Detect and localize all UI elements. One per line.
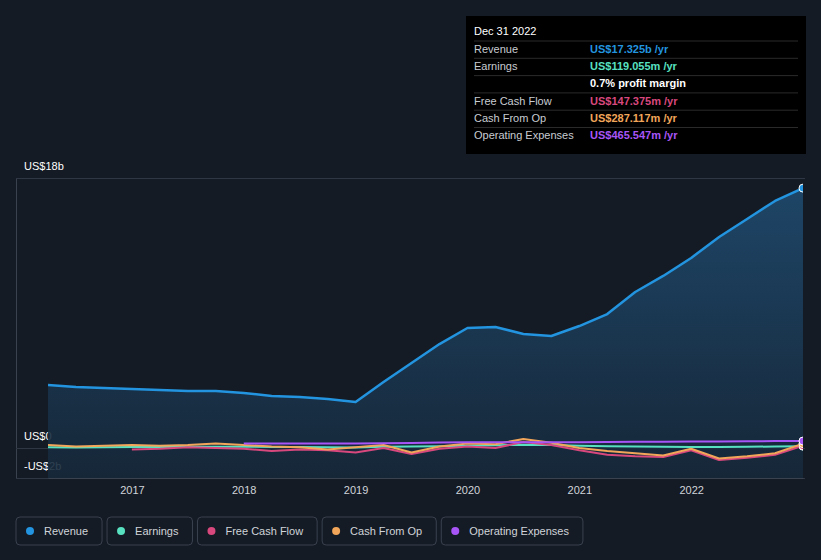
tooltip-label: Cash From Op — [474, 112, 546, 124]
x-tick: 2019 — [344, 478, 368, 496]
tooltip-separator — [474, 41, 798, 42]
tooltip-value: US$465.547m /yr — [590, 129, 678, 141]
series-line — [244, 441, 803, 443]
tooltip-value: US$287.117m /yr — [590, 112, 678, 124]
tooltip: Dec 31 2022 Revenue US$17.325b /yr Earnings… — [466, 16, 806, 154]
tooltip-separator — [474, 75, 798, 76]
chart-root: -US$2bUS$0US$18b201720182019202020212022… — [0, 0, 821, 560]
y-axis-line — [16, 179, 17, 479]
tooltip-value: US$17.325b /yr — [590, 43, 669, 55]
x-tick-label: 2021 — [568, 484, 592, 496]
tooltip-label: Revenue — [474, 43, 518, 55]
tooltip-value: US$147.375m /yr — [590, 95, 678, 107]
x-tick-label: 2018 — [232, 484, 256, 496]
tooltip-label: Earnings — [474, 60, 518, 72]
legend-item[interactable]: Earnings — [107, 517, 192, 545]
tooltip-title: Dec 31 2022 — [474, 25, 536, 37]
legend: Revenue Earnings Free Cash Flow Cash From O… — [16, 517, 583, 545]
y-tick-label: US$18b — [24, 160, 64, 172]
legend-button[interactable] — [16, 517, 102, 545]
series-line — [48, 439, 803, 459]
legend-item[interactable]: Revenue — [16, 517, 102, 545]
legend-item[interactable]: Cash From Op — [322, 517, 436, 545]
x-tick: 2020 — [456, 478, 480, 496]
y-tick: US$18b — [16, 160, 805, 178]
legend-label: Revenue — [44, 525, 88, 537]
legend-label: Operating Expenses — [469, 525, 569, 537]
grid-line — [16, 478, 805, 479]
legend-button[interactable] — [197, 517, 317, 545]
legend-swatch — [332, 527, 340, 535]
legend-button[interactable] — [441, 517, 583, 545]
x-tick: 2021 — [568, 478, 592, 496]
series-end-point — [799, 184, 803, 192]
x-tick-label: 2017 — [120, 484, 144, 496]
x-tick-label: 2020 — [456, 484, 480, 496]
y-axis: -US$2bUS$0US$18b — [16, 160, 805, 478]
x-tick-label: 2022 — [679, 484, 703, 496]
tooltip-separator — [474, 92, 798, 93]
tooltip-background — [466, 16, 806, 154]
x-tick: 2022 — [679, 478, 703, 496]
tooltip-value: 0.7% profit margin — [590, 77, 686, 89]
tooltip-value: US$119.055m /yr — [590, 60, 678, 72]
x-tick-label: 2019 — [344, 484, 368, 496]
x-axis-line — [49, 478, 804, 479]
legend-swatch — [451, 527, 459, 535]
legend-button[interactable] — [322, 517, 436, 545]
x-tick: 2018 — [232, 478, 256, 496]
y-tick-label: US$0 — [24, 430, 52, 442]
legend-swatch — [207, 527, 215, 535]
legend-item[interactable]: Free Cash Flow — [197, 517, 317, 545]
x-tick: 2017 — [120, 478, 144, 496]
legend-item[interactable]: Operating Expenses — [441, 517, 583, 545]
x-axis: 2017 2018 2019 2020 2021 2022 — [49, 478, 804, 496]
series-end-point — [799, 437, 803, 445]
tooltip-separator — [474, 110, 798, 111]
legend-label: Earnings — [135, 525, 179, 537]
grid-line — [16, 178, 805, 179]
legend-swatch — [117, 527, 125, 535]
tooltip-label: Free Cash Flow — [474, 95, 552, 107]
legend-label: Free Cash Flow — [225, 525, 303, 537]
series-area — [48, 188, 803, 478]
legend-swatch — [26, 527, 34, 535]
legend-button[interactable] — [107, 517, 192, 545]
tooltip-separator — [474, 127, 798, 128]
plot-area — [48, 184, 803, 478]
tooltip-label: Operating Expenses — [474, 129, 574, 141]
tooltip-separator — [474, 58, 798, 59]
background — [0, 0, 821, 560]
legend-label: Cash From Op — [350, 525, 422, 537]
series-line — [48, 188, 803, 402]
